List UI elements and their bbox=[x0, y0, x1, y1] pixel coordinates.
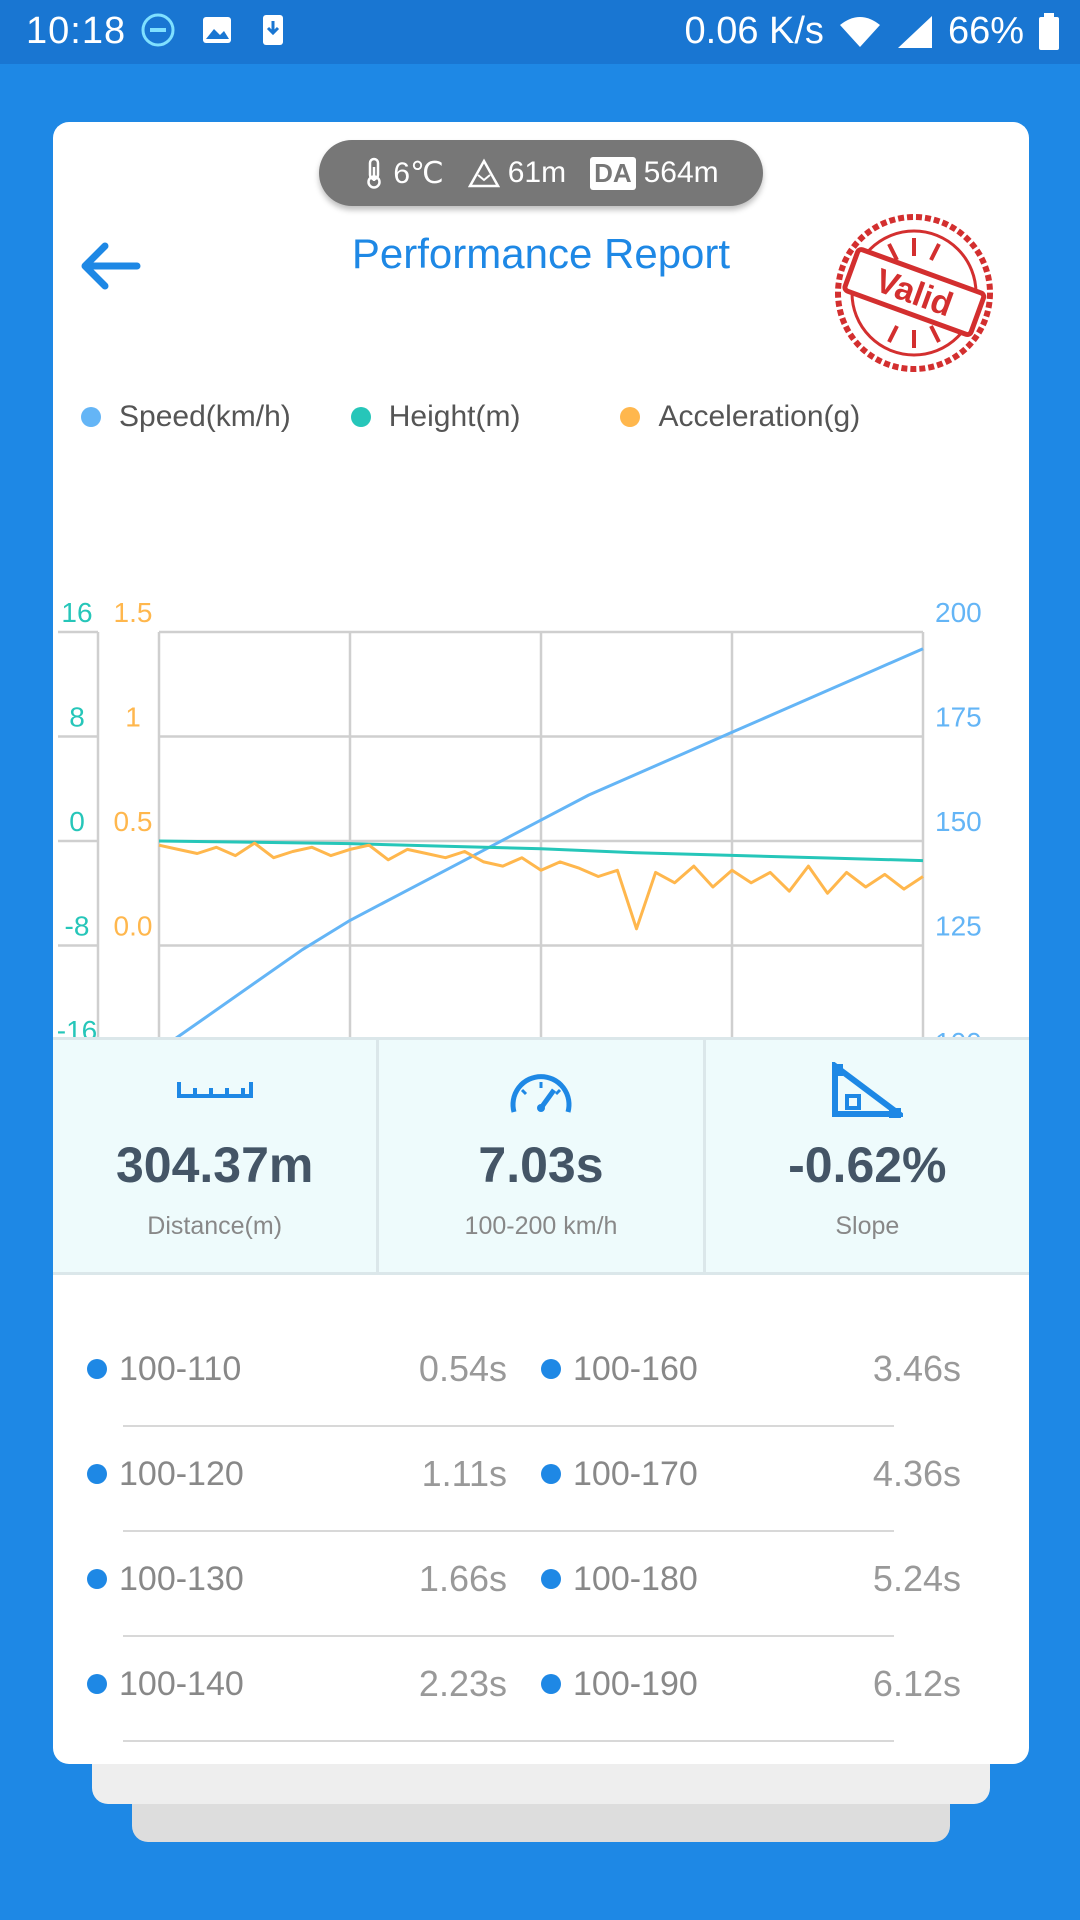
mountain-icon bbox=[467, 158, 500, 188]
legend-speed-dot bbox=[81, 407, 101, 427]
image-icon bbox=[203, 17, 231, 43]
status-right: 0.06 K/s 66% bbox=[685, 10, 1060, 53]
acceleration-tick-label: 1 bbox=[125, 702, 141, 733]
battery-level: 66% bbox=[947, 10, 1024, 52]
conditions-pill: 6℃ 61m DA 564m bbox=[319, 140, 763, 206]
chart-legend: Speed(km/h) Height(m) Acceleration(g) bbox=[81, 400, 860, 434]
speed-tick-label: 150 bbox=[935, 806, 982, 837]
split-range: 100-160 bbox=[573, 1349, 698, 1388]
status-time: 10:18 bbox=[26, 10, 127, 52]
series-line-speed bbox=[158, 647, 924, 1052]
split-time: 0.54s bbox=[418, 1348, 507, 1389]
legend-acceleration-dot bbox=[620, 407, 641, 427]
legend-speed-label: Speed(km/h) bbox=[119, 400, 291, 433]
acceleration-tick-label: 0.5 bbox=[114, 806, 153, 837]
acceleration-tick-label: 1.5 bbox=[114, 597, 153, 628]
bullet-icon bbox=[87, 1569, 107, 1589]
height-tick-label: -8 bbox=[65, 911, 90, 942]
time-label: 100-200 km/h bbox=[464, 1212, 618, 1240]
page-title: Performance Report bbox=[351, 230, 731, 277]
divider bbox=[123, 1740, 894, 1742]
slope-label: Slope bbox=[835, 1212, 900, 1240]
series-line-acceleration bbox=[158, 841, 924, 931]
distance-label: Distance(m) bbox=[147, 1212, 283, 1240]
list-item: 100-120 1.11s 100-170 4.36s bbox=[53, 1427, 1029, 1532]
split-time: 1.11s bbox=[421, 1453, 507, 1494]
back-button[interactable] bbox=[71, 226, 151, 306]
divider bbox=[123, 1530, 894, 1532]
split-time: 3.46s bbox=[872, 1348, 961, 1389]
bullet-icon bbox=[541, 1569, 561, 1589]
temperature-info: 6℃ bbox=[363, 156, 444, 191]
stat-distance: 304.37m Distance(m) bbox=[53, 1040, 380, 1272]
list-item: 100-140 2.23s 100-190 6.12s bbox=[53, 1637, 1029, 1742]
legend-item-speed: Speed(km/h) bbox=[81, 400, 291, 434]
height-tick-label: 8 bbox=[69, 702, 85, 733]
split-time: 2.23s bbox=[418, 1663, 507, 1704]
slope-value: -0.62% bbox=[788, 1137, 947, 1193]
valid-stamp-icon: Valid bbox=[835, 214, 993, 372]
bullet-icon bbox=[87, 1674, 107, 1694]
split-range: 100-190 bbox=[573, 1664, 698, 1703]
legend-height-label: Height(m) bbox=[388, 400, 521, 433]
back-arrow-icon bbox=[81, 242, 141, 290]
legend-height-dot bbox=[350, 407, 371, 427]
thermometer-icon bbox=[367, 157, 382, 189]
acceleration-tick-label: 0.0 bbox=[114, 911, 153, 942]
speed-tick-label: 200 bbox=[935, 597, 982, 628]
time-value: 7.03s bbox=[478, 1137, 604, 1193]
divider bbox=[123, 1635, 894, 1637]
stat-time: 7.03s 100-200 km/h bbox=[379, 1040, 706, 1272]
bullet-icon bbox=[541, 1674, 561, 1694]
altitude-value: 61m bbox=[507, 156, 567, 189]
split-range: 100-140 bbox=[119, 1664, 244, 1703]
stats-panel: 304.37m Distance(m) 7.03s 100-200 km/h -… bbox=[53, 1037, 1029, 1275]
status-bar: 10:18 0.06 K/s 66% bbox=[0, 0, 1080, 64]
legend-item-acceleration: Acceleration(g) bbox=[620, 400, 860, 434]
net-speed: 0.06 K/s bbox=[684, 10, 824, 52]
split-range: 100-170 bbox=[573, 1454, 698, 1493]
height-tick-label: 0 bbox=[69, 806, 85, 837]
legend-acceleration-label: Acceleration(g) bbox=[658, 400, 861, 433]
speed-tick-label: 175 bbox=[935, 702, 982, 733]
da-icon: DA bbox=[590, 156, 636, 190]
bullet-icon bbox=[87, 1464, 107, 1484]
split-times-list: 100-110 0.54s 100-160 3.46s 100-120 1.11… bbox=[53, 1322, 1029, 1742]
height-tick-label: 16 bbox=[61, 597, 92, 628]
split-range: 100-180 bbox=[573, 1559, 698, 1598]
split-range: 100-130 bbox=[119, 1559, 244, 1598]
density-altitude-info: DA 564m bbox=[590, 156, 719, 190]
list-item: 100-110 0.54s 100-160 3.46s bbox=[53, 1322, 1029, 1427]
report-card: 6℃ 61m DA 564m Performance Report Valid … bbox=[53, 122, 1029, 1764]
split-time: 6.12s bbox=[872, 1663, 961, 1704]
split-time: 5.24s bbox=[872, 1558, 961, 1599]
bullet-icon bbox=[541, 1464, 561, 1484]
bullet-icon bbox=[87, 1359, 107, 1379]
wifi-icon bbox=[839, 16, 880, 47]
split-range: 100-110 bbox=[119, 1349, 242, 1388]
signal-icon bbox=[897, 15, 932, 48]
bullet-icon bbox=[541, 1359, 561, 1379]
temperature-value: 6℃ bbox=[393, 156, 444, 190]
list-item: 100-130 1.66s 100-180 5.24s bbox=[53, 1532, 1029, 1637]
ruler-icon bbox=[176, 1082, 253, 1098]
stat-slope: -0.62% Slope bbox=[706, 1040, 1029, 1272]
series-line-height bbox=[158, 839, 924, 863]
split-time: 4.36s bbox=[872, 1453, 961, 1494]
slope-icon bbox=[832, 1062, 904, 1118]
speed-tick-label: 125 bbox=[935, 911, 982, 942]
distance-value: 304.37m bbox=[115, 1137, 314, 1193]
download-icon bbox=[263, 15, 283, 45]
split-time: 1.66s bbox=[418, 1558, 507, 1599]
legend-item-height: Height(m) bbox=[350, 400, 521, 434]
battery-icon bbox=[1039, 12, 1059, 50]
divider bbox=[123, 1425, 894, 1427]
speedometer-icon bbox=[510, 1074, 572, 1113]
altitude-info: 61m bbox=[467, 156, 567, 190]
density-altitude-value: 564m bbox=[643, 156, 719, 189]
split-range: 100-120 bbox=[119, 1454, 244, 1493]
app-icon bbox=[141, 13, 175, 47]
status-notification-icons bbox=[140, 12, 288, 48]
